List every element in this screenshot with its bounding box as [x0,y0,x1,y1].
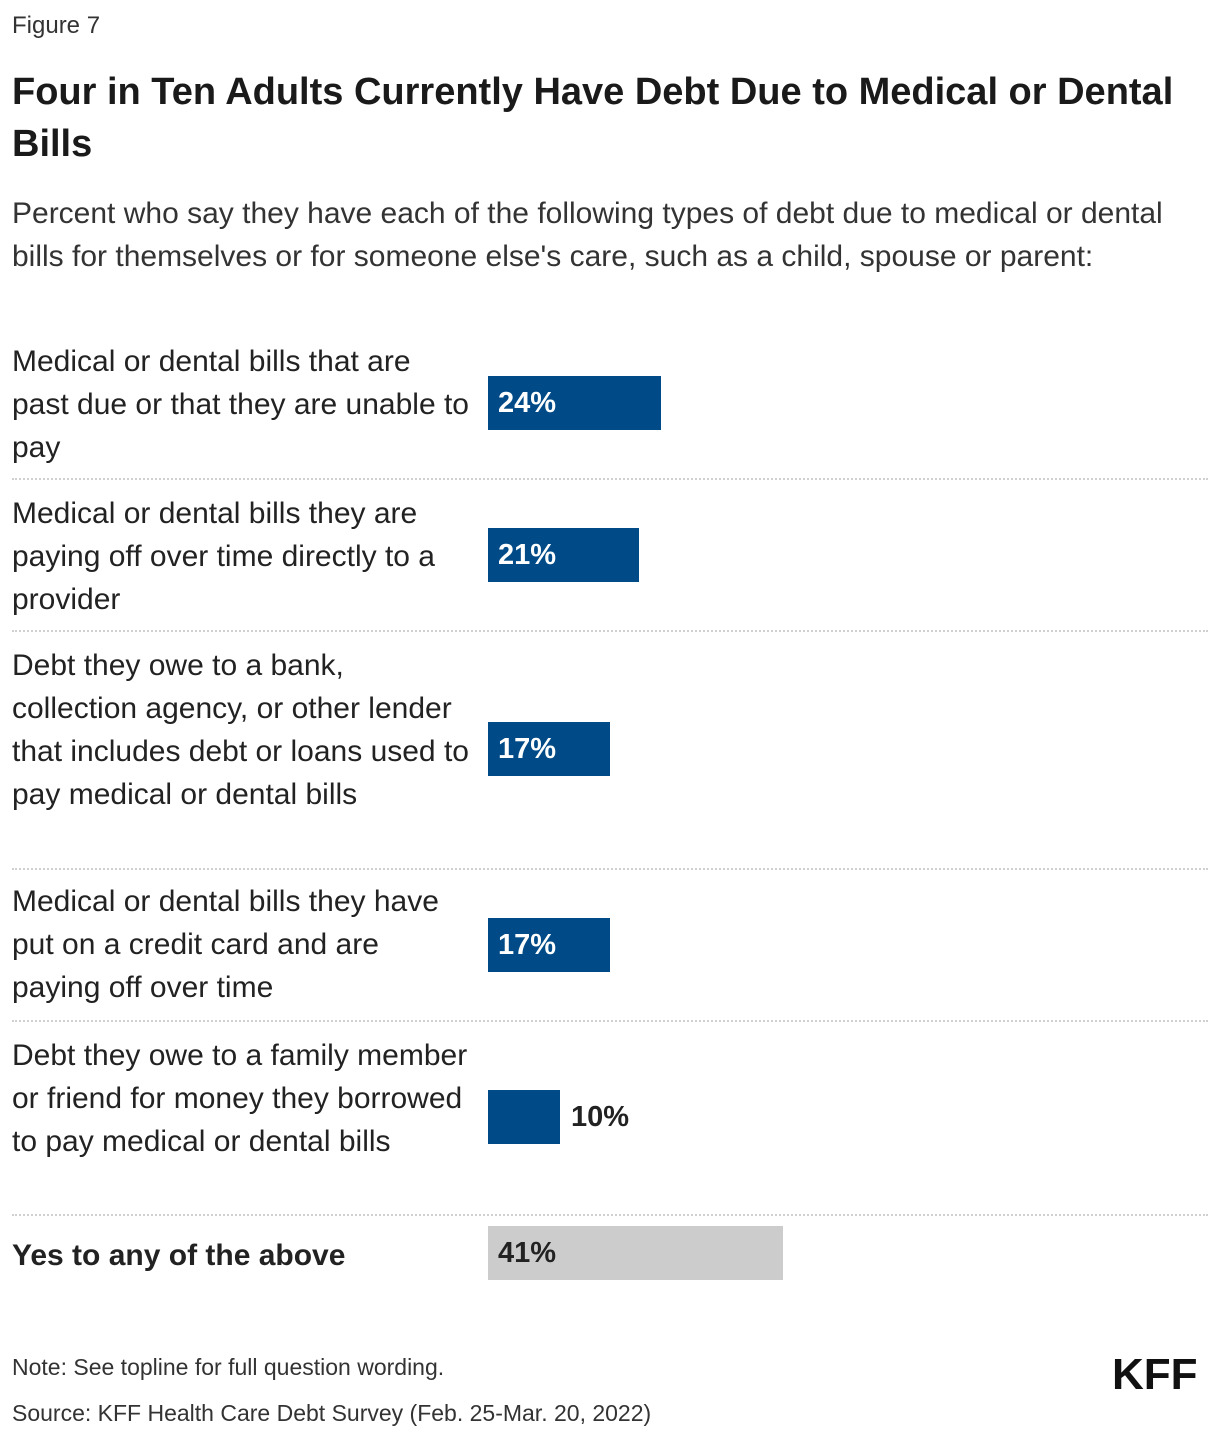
category-label: Medical or dental bills they are paying … [12,497,435,616]
data-label: 41% [498,1237,557,1269]
kff-logo: KFF [1112,1350,1198,1399]
figure-label: Figure 7 [12,12,101,39]
row-divider [12,478,1208,480]
data-label: 10% [571,1101,630,1133]
data-label: 21% [498,539,557,571]
row-divider [12,630,1208,632]
chart-note: Note: See topline for full question word… [12,1354,445,1380]
bar [488,376,661,430]
row-divider [12,1020,1208,1022]
category-label: Debt they owe to a family member or frie… [12,1039,468,1158]
category-label: Debt they owe to a bank, collection agen… [12,649,469,811]
category-label: Yes to any of the above [12,1239,346,1272]
bar [488,528,640,582]
bar [488,918,611,972]
data-label: 17% [498,733,557,765]
chart-source: Source: KFF Health Care Debt Survey (Feb… [12,1400,652,1426]
bar [488,1226,784,1280]
chart-title: Four in Ten Adults Currently Have Debt D… [12,71,1174,165]
row-divider [12,868,1208,870]
row-divider [12,1214,1208,1216]
chart-subtitle: Percent who say they have each of the fo… [12,197,1163,273]
bar [488,1090,560,1144]
category-label: Medical or dental bills they have put on… [12,885,439,1004]
category-label: Medical or dental bills that are past du… [12,345,469,464]
bar [488,722,611,776]
data-label: 17% [498,929,557,961]
data-label: 24% [498,387,557,419]
